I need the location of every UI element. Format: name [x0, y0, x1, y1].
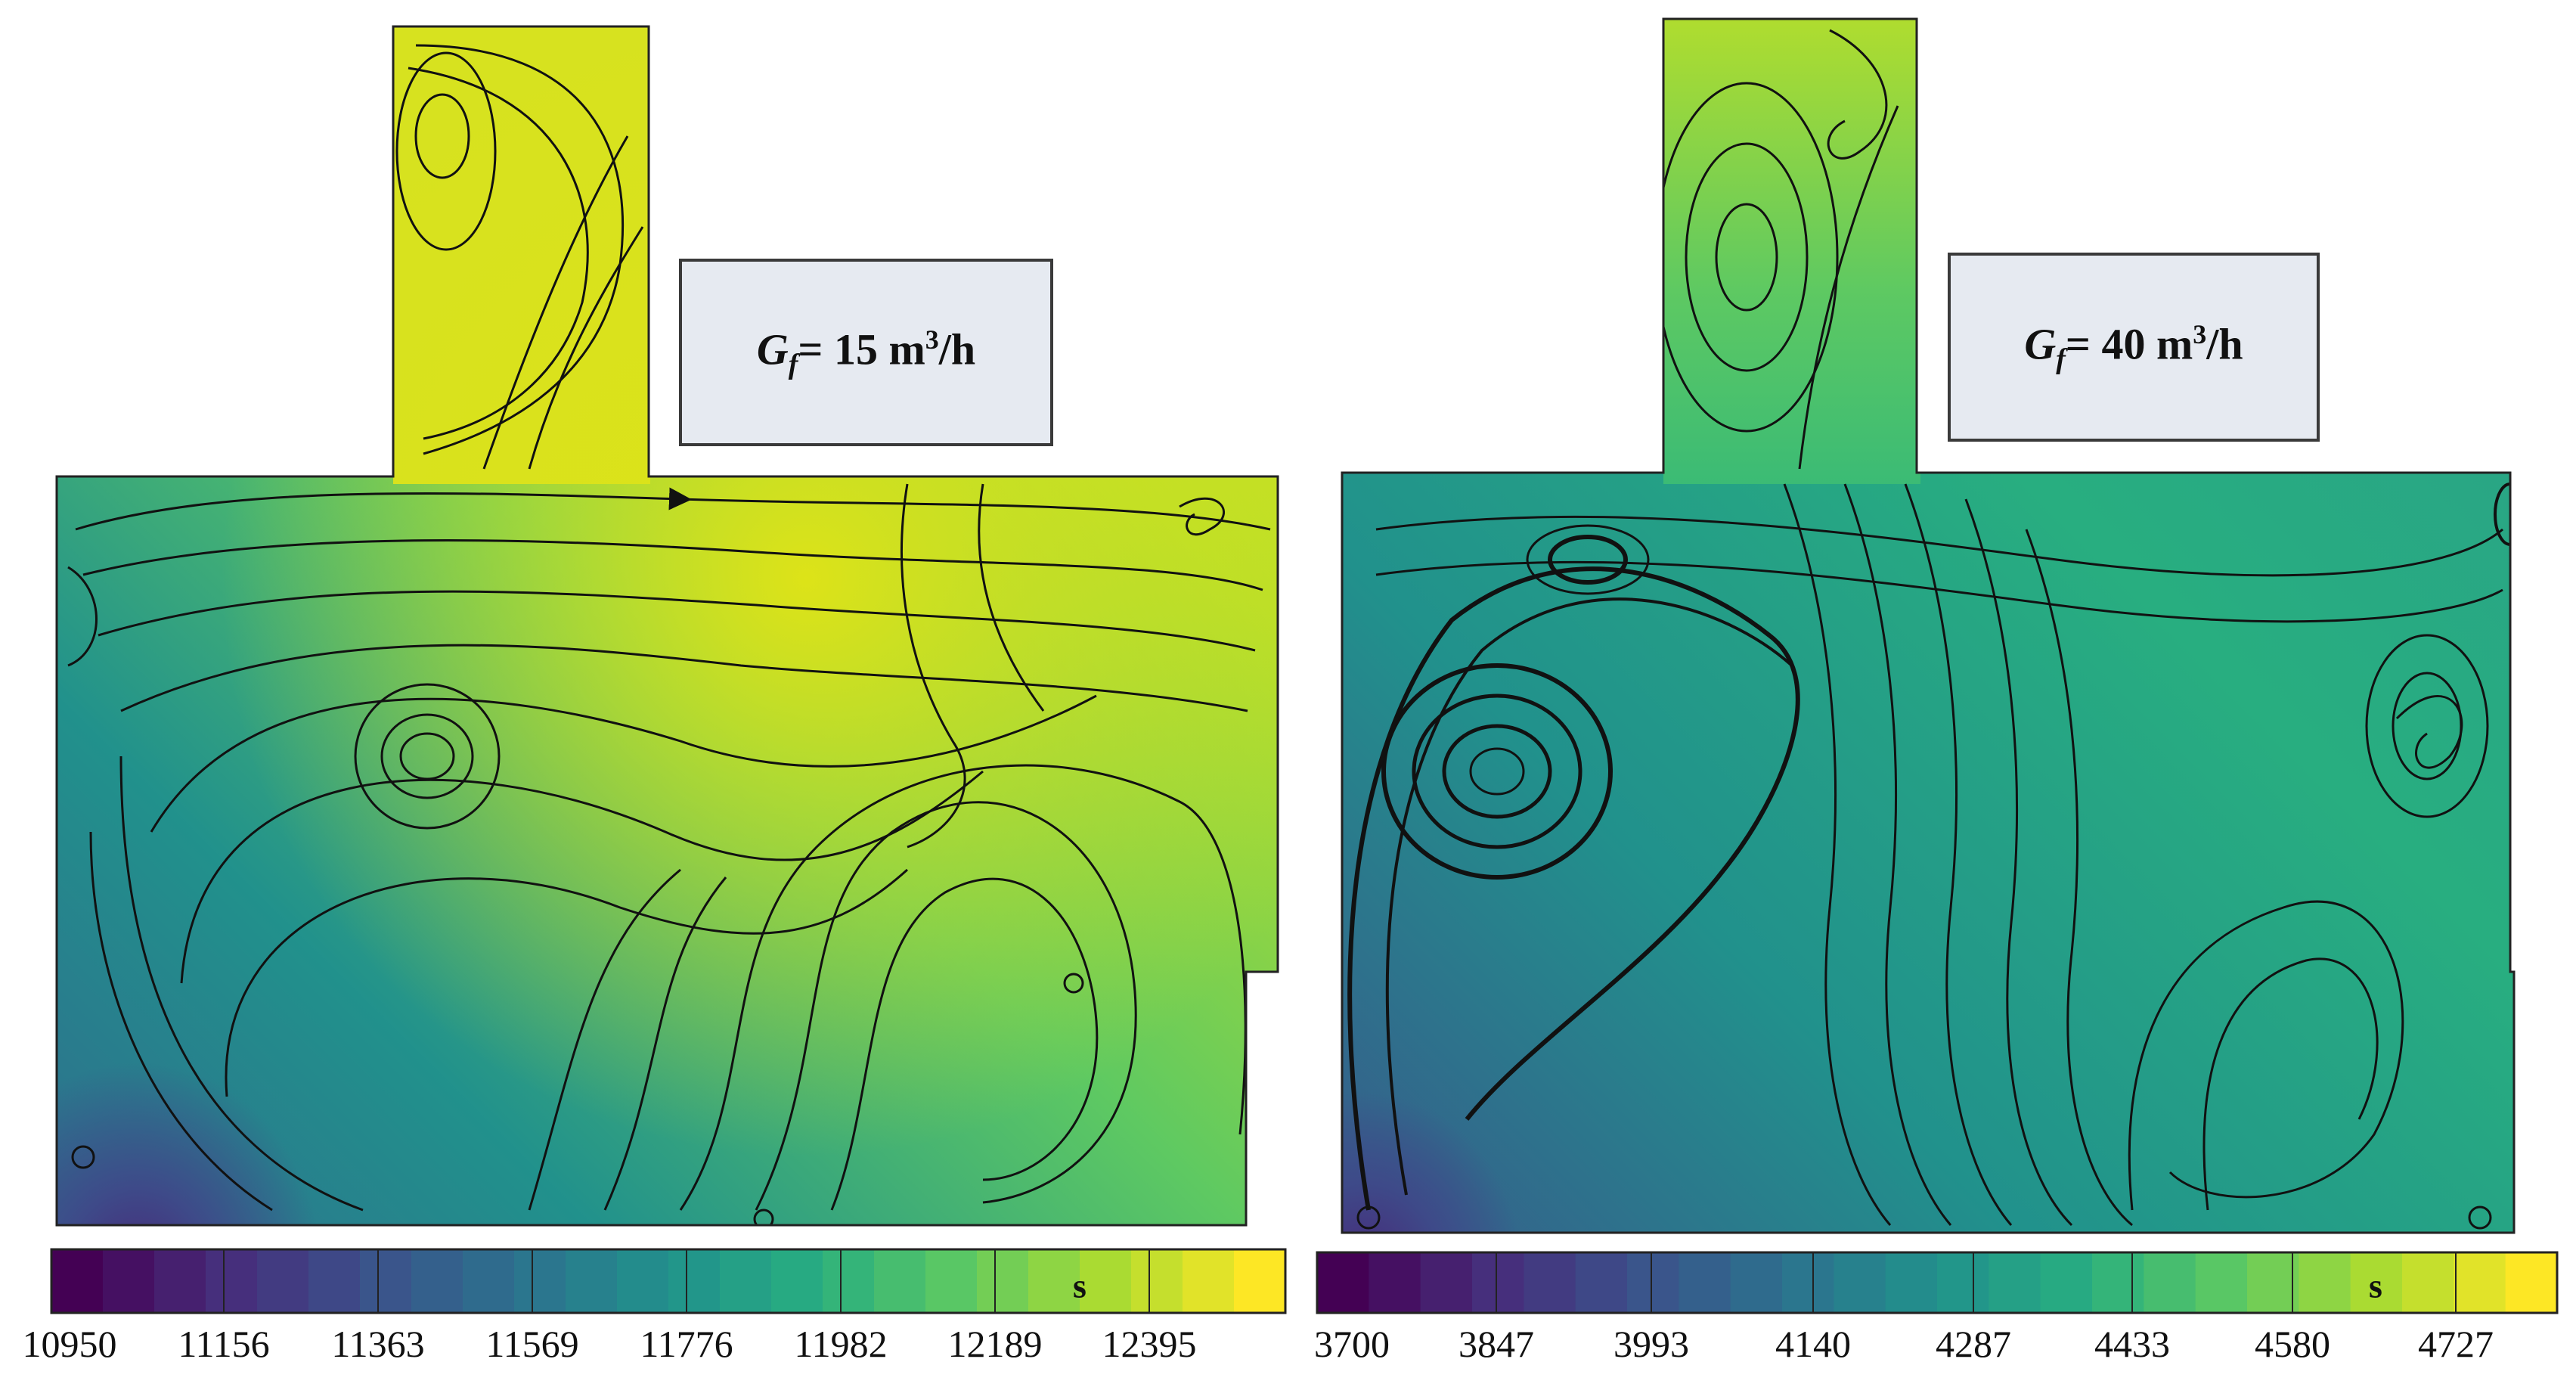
colorbar-swatch — [2299, 1252, 2351, 1313]
colorbar-swatch — [1627, 1252, 1679, 1313]
colorbar-swatch — [154, 1249, 206, 1313]
caption-symbol: G — [2024, 319, 2057, 369]
colorbar-tick: 3847 — [1458, 1323, 1534, 1365]
colorbar-tick: 11569 — [485, 1323, 579, 1365]
colorbar-swatch — [1834, 1252, 1886, 1313]
colorbar-swatch — [308, 1249, 361, 1313]
panel-gf-40: Gf= 40 m3/h s 3700 3847 3993 4140 4287 4… — [1300, 0, 2576, 1387]
colorbar-swatch — [411, 1249, 463, 1313]
colorbar-swatch — [2454, 1252, 2506, 1313]
flow-field-plot-15 — [50, 25, 1287, 1314]
colorbar-swatch — [463, 1249, 515, 1313]
colorbar-tick: 4580 — [2255, 1323, 2330, 1365]
colorbar-swatch — [617, 1249, 669, 1313]
colorbar-tick: 3700 — [1314, 1323, 1390, 1365]
colorbar-swatch — [1730, 1252, 1783, 1313]
colorbar-swatch — [823, 1249, 875, 1313]
caption-subscript: f — [2056, 343, 2066, 375]
colorbar-swatch — [2350, 1252, 2403, 1313]
colorbar-swatch — [1317, 1252, 1369, 1313]
flow-rate-caption-40: Gf= 40 m3/h — [1948, 253, 2320, 442]
colorbar-swatch — [51, 1249, 104, 1313]
flow-field-plot-40 — [1316, 17, 2559, 1314]
caption-subscript: f — [788, 348, 798, 380]
colorbar-tick: 10950 — [22, 1323, 117, 1365]
colorbar-tick: 11156 — [178, 1323, 270, 1365]
colorbar-swatch — [1937, 1252, 1989, 1313]
domain-outline-right — [1341, 17, 2516, 1234]
colorbar-swatch — [874, 1249, 926, 1313]
colorbar-tick: 4140 — [1775, 1323, 1851, 1365]
domain-left — [57, 26, 1278, 1225]
colorbar-swatch — [2040, 1252, 2093, 1313]
colorbar-right — [1316, 1251, 2559, 1314]
colorbar-swatch — [977, 1249, 1029, 1313]
colorbar-swatch — [1028, 1249, 1080, 1313]
colorbar-swatch — [2195, 1252, 2248, 1313]
colorbar-swatch — [2402, 1252, 2454, 1313]
colorbar-tick: 11776 — [640, 1323, 733, 1365]
colorbar-swatch — [1183, 1249, 1235, 1313]
streamlines-right — [1347, 29, 2514, 1230]
colorbar-swatch — [720, 1249, 772, 1313]
colorbar-left — [50, 1248, 1287, 1314]
colorbar-tick: 4433 — [2094, 1323, 2170, 1365]
colorbar-swatch — [1989, 1252, 2041, 1313]
colorbar-unit: s — [2369, 1266, 2382, 1305]
colorbar-swatch — [771, 1249, 823, 1313]
colorbar-swatch — [1524, 1252, 1576, 1313]
colorbar-unit: s — [1073, 1266, 1087, 1305]
domain-right — [1342, 19, 2514, 1233]
caption-per: /h — [2206, 319, 2243, 369]
caption-value: = 15 m — [798, 324, 925, 374]
colorbar-tick: 3993 — [1613, 1323, 1689, 1365]
colorbar-tick: 12395 — [1102, 1323, 1197, 1365]
colorbar-tick: 11363 — [331, 1323, 425, 1365]
colorbar-swatch — [1782, 1252, 1834, 1313]
caption-per: /h — [938, 324, 976, 374]
colorbar-swatch — [1131, 1249, 1183, 1313]
colorbar-swatch — [206, 1249, 258, 1313]
colorbar-swatch — [2505, 1252, 2558, 1313]
colorbar-swatch — [1472, 1252, 1524, 1313]
streamlines-left — [67, 44, 1271, 1225]
colorbar-swatch — [2144, 1252, 2196, 1313]
colorbar-swatch — [1420, 1252, 1473, 1313]
colorbar-tick: 12189 — [947, 1323, 1043, 1365]
panel-gf-15: Gf= 15 m3/h s 10950 11156 11363 11569 11… — [22, 25, 1287, 1365]
colorbar-border — [50, 1248, 1287, 1314]
caption-power: 3 — [2193, 319, 2207, 350]
colorbar-swatch — [103, 1249, 155, 1313]
colorbar-swatch — [925, 1249, 978, 1313]
colorbar-swatch — [2247, 1252, 2299, 1313]
flow-rate-caption-15: Gf= 15 m3/h — [679, 259, 1053, 446]
colorbar-swatch — [514, 1249, 566, 1313]
caption-symbol: G — [756, 324, 789, 374]
colorbar-swatch — [1679, 1252, 1731, 1313]
colorbar-swatch — [1234, 1249, 1286, 1313]
colorbar-swatch — [257, 1249, 309, 1313]
colorbar-swatch — [1575, 1252, 1628, 1313]
colorbar-swatch — [1080, 1249, 1132, 1313]
colorbar-border — [1316, 1251, 2559, 1314]
domain-outline-left — [55, 25, 1279, 1227]
colorbar-tick: 11982 — [794, 1323, 888, 1365]
colorbar-swatch — [668, 1249, 721, 1313]
caption-value: = 40 m — [2065, 319, 2193, 369]
colorbar-tick: 4727 — [2418, 1323, 2494, 1365]
colorbar-swatch — [360, 1249, 412, 1313]
colorbar-swatch — [2092, 1252, 2144, 1313]
colorbar-tick: 4287 — [1936, 1323, 2011, 1365]
caption-power: 3 — [925, 324, 939, 355]
colorbar-swatch — [566, 1249, 618, 1313]
colorbar-swatch — [1369, 1252, 1421, 1313]
colorbar-swatch — [1885, 1252, 1938, 1313]
